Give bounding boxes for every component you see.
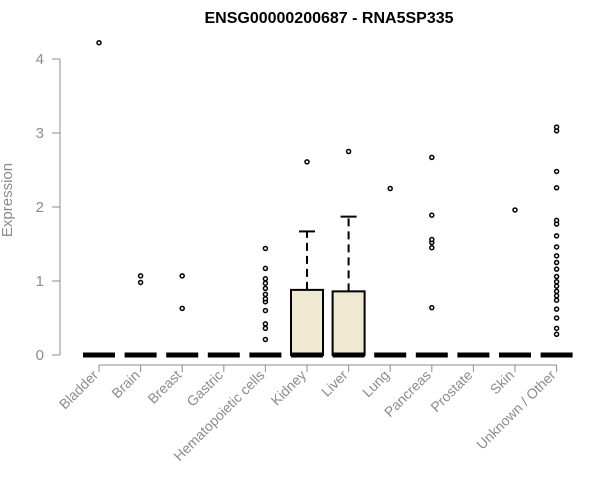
x-tick-label-liver: Liver <box>318 367 351 400</box>
outlier-point <box>429 304 435 311</box>
x-tick-label-unknown-other: Unknown / Other <box>473 367 559 453</box>
x-tick-label-lung: Lung <box>359 367 392 400</box>
y-tick-label: 4 <box>36 51 44 68</box>
box-lung <box>374 185 407 358</box>
box-liver <box>331 148 366 358</box>
y-axis-label: Expression <box>0 163 16 237</box>
outlier-point <box>262 325 269 332</box>
outlier-point <box>429 154 435 161</box>
outlier-point <box>553 266 560 272</box>
outlier-point <box>553 273 560 280</box>
outlier-point <box>553 168 560 175</box>
outlier-point <box>553 283 560 289</box>
box-brain <box>124 273 157 358</box>
box-kidney <box>290 159 324 358</box>
x-tick-label-skin: Skin <box>487 367 518 398</box>
outlier-point <box>553 288 560 295</box>
outlier-point <box>137 273 144 279</box>
y-tick-label: 2 <box>36 199 44 216</box>
x-tick-label-kidney: Kidney <box>268 367 310 409</box>
box-hematopoietic-cells <box>249 245 282 358</box>
outlier-point <box>262 245 269 252</box>
outlier-point <box>262 296 269 302</box>
outlier-point <box>553 306 560 312</box>
outlier-point <box>179 273 185 279</box>
outlier-point <box>553 278 560 285</box>
outlier-point <box>553 217 560 224</box>
outlier-point <box>553 185 560 191</box>
outlier-point <box>553 325 560 332</box>
box-breast <box>166 273 199 358</box>
outlier-point <box>262 321 269 327</box>
box-pancreas <box>415 154 448 358</box>
x-tick-label-breast: Breast <box>144 367 184 407</box>
x-tick-label-bladder: Bladder <box>56 367 102 413</box>
outlier-point <box>429 236 435 243</box>
box-body <box>331 290 366 356</box>
outlier-point <box>553 331 560 338</box>
outlier-point <box>512 207 518 213</box>
boxes <box>83 39 573 358</box>
outlier-point <box>262 276 269 282</box>
chart-title: ENSG00000200687 - RNA5SP335 <box>204 10 453 27</box>
outlier-point <box>553 297 560 303</box>
outlier-point <box>137 279 144 286</box>
y-tick-label: 3 <box>36 125 44 142</box>
outlier-point <box>262 291 269 298</box>
y-tick-label: 1 <box>36 273 44 290</box>
outlier-point <box>553 293 560 299</box>
box-body <box>290 288 324 357</box>
box-unknown-other <box>540 124 573 358</box>
outlier-point <box>262 280 269 286</box>
y-tick-label: 0 <box>36 347 44 364</box>
outlier-point <box>262 265 269 272</box>
box-skin <box>499 207 531 358</box>
outlier-point <box>262 285 269 292</box>
y-axis: 0 1 2 3 4 <box>36 51 61 364</box>
outlier-point <box>262 307 269 314</box>
outlier-point <box>179 305 185 312</box>
outlier-point <box>553 315 560 321</box>
outlier-point <box>262 336 269 343</box>
outlier-point <box>553 244 560 250</box>
outlier-point <box>429 212 435 218</box>
box-bladder <box>83 39 115 358</box>
outlier-point <box>387 185 393 192</box>
outlier-point <box>429 244 435 251</box>
x-tick-label-prostate: Prostate <box>427 367 475 415</box>
x-tick-label-brain: Brain <box>108 367 142 401</box>
outlier-point <box>304 159 310 165</box>
outlier-point <box>553 253 560 259</box>
outlier-point <box>553 124 560 130</box>
outlier-point <box>553 233 560 239</box>
outlier-point <box>96 39 102 46</box>
outlier-point <box>345 148 352 155</box>
outlier-point <box>553 259 560 266</box>
